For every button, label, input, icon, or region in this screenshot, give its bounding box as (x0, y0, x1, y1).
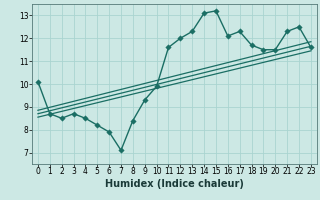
X-axis label: Humidex (Indice chaleur): Humidex (Indice chaleur) (105, 179, 244, 189)
